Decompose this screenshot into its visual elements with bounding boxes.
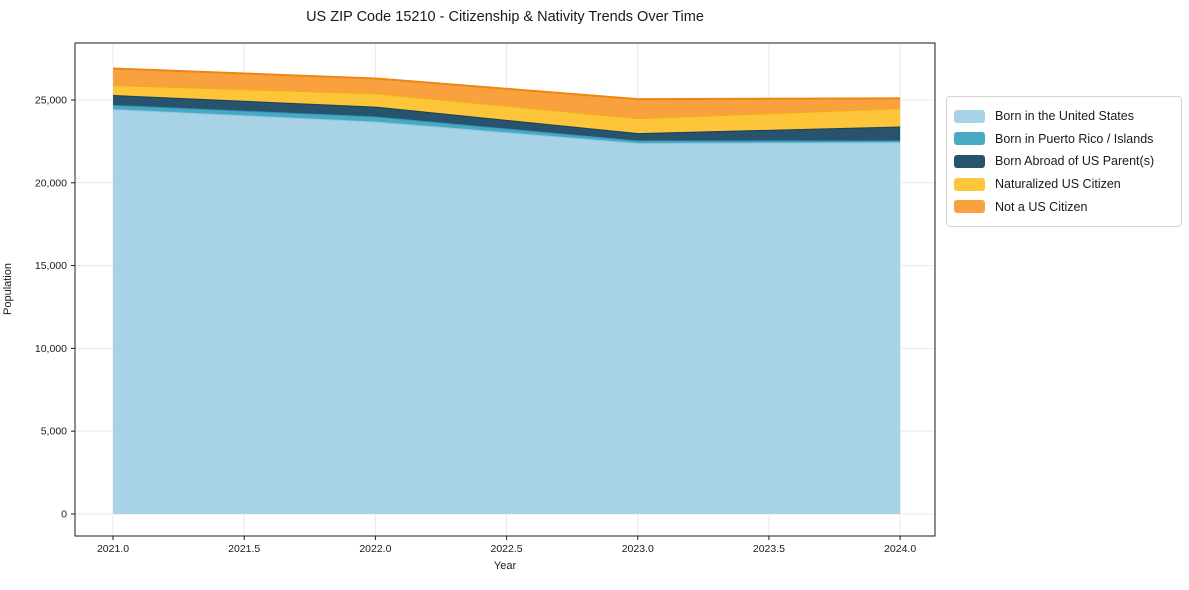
legend-swatch-icon xyxy=(954,177,985,191)
y-tick-label: 10,000 xyxy=(35,343,67,355)
plot-border xyxy=(74,42,936,537)
legend-box: Born in the United States Born in Puerto … xyxy=(946,96,1182,227)
legend-item: Born in the United States xyxy=(954,105,1175,128)
legend-label: Not a US Citizen xyxy=(995,199,1088,214)
legend-swatch-icon xyxy=(954,154,985,168)
legend-item: Not a US Citizen xyxy=(954,195,1175,218)
legend-swatch-icon xyxy=(954,109,985,123)
chart-title: US ZIP Code 15210 - Citizenship & Nativi… xyxy=(306,9,704,25)
x-tick-label: 2022.0 xyxy=(359,543,391,555)
x-tick-label: 2021.0 xyxy=(97,543,129,555)
y-tick-label: 5,000 xyxy=(41,426,67,438)
legend-swatch-icon xyxy=(954,200,985,214)
legend-label: Naturalized US Citizen xyxy=(995,177,1121,192)
x-tick-label: 2021.5 xyxy=(228,543,260,555)
area-bands xyxy=(112,67,901,514)
band-0 xyxy=(113,109,901,514)
band-2 xyxy=(113,95,901,141)
band-3 xyxy=(113,85,901,134)
legend-item: Born Abroad of US Parent(s) xyxy=(954,150,1175,173)
x-tick-label: 2023.0 xyxy=(622,543,654,555)
x-tick-label: 2024.0 xyxy=(884,543,916,555)
legend-label: Born in the United States xyxy=(995,109,1134,124)
legend-item: Naturalized US Citizen xyxy=(954,173,1175,196)
y-tick-label: 25,000 xyxy=(35,94,67,106)
y-axis-ticks: 0 5,000 10,000 15,000 20,000 25,000 xyxy=(35,94,75,520)
x-tick-label: 2023.5 xyxy=(753,543,785,555)
legend-swatch-icon xyxy=(954,132,985,146)
y-tick-label: 15,000 xyxy=(35,260,67,272)
y-tick-label: 20,000 xyxy=(35,177,67,189)
y-axis-title: Population xyxy=(2,263,14,315)
legend-label: Born Abroad of US Parent(s) xyxy=(995,154,1155,169)
legend-label: Born in Puerto Rico / Islands xyxy=(995,131,1154,146)
y-tick-label: 0 xyxy=(61,508,67,520)
x-axis-title: Year xyxy=(493,560,517,572)
x-axis-ticks: 2021.0 2021.5 2022.0 2022.5 2023.0 2023.5 2024… xyxy=(97,536,916,555)
x-tick-label: 2022.5 xyxy=(491,543,523,555)
band-4-edge xyxy=(113,67,901,101)
legend-item: Born in Puerto Rico / Islands xyxy=(954,128,1175,151)
band-4 xyxy=(113,68,901,119)
